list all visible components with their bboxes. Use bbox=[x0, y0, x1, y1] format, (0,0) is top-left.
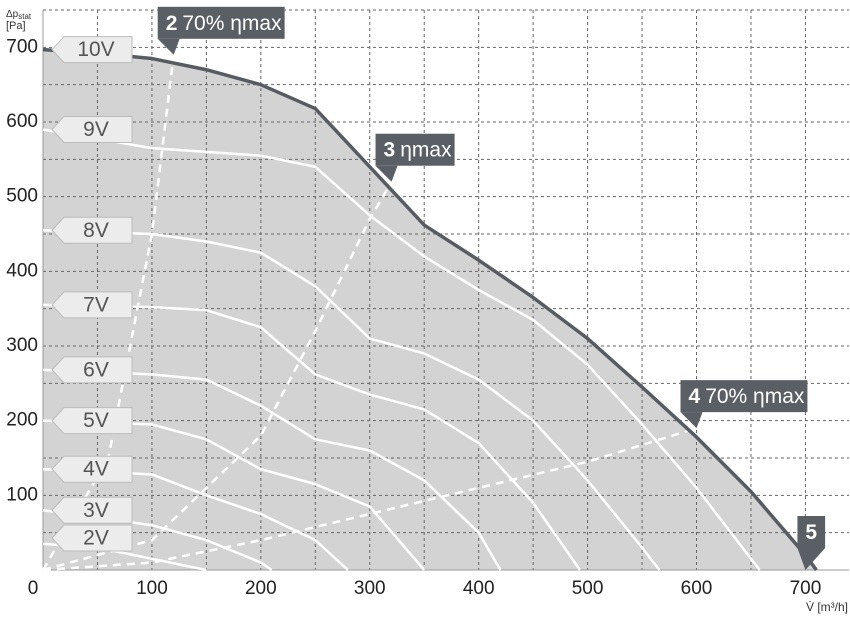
y-tick-label: 700 bbox=[6, 36, 38, 57]
voltage-tag: 2V bbox=[51, 524, 133, 552]
annotation-pointer bbox=[680, 412, 703, 429]
x-tick-label: 600 bbox=[681, 578, 713, 599]
fan-curve bbox=[42, 419, 426, 571]
tag-label: 3V bbox=[83, 499, 109, 522]
annotation-pointer bbox=[797, 548, 826, 570]
x-tick-label: 300 bbox=[354, 578, 386, 599]
tag-label: 9V bbox=[83, 118, 109, 141]
y-axis-unit: [Pa] bbox=[6, 20, 26, 32]
annotation-number: 2 bbox=[166, 11, 178, 34]
voltage-tag: 7V bbox=[51, 291, 133, 319]
y-label-main: Δp bbox=[6, 9, 19, 20]
fan-curve bbox=[42, 303, 581, 571]
tag-label: 8V bbox=[83, 219, 109, 242]
tag-label: 7V bbox=[83, 293, 109, 316]
annotation-box bbox=[680, 380, 808, 413]
annotation-label: 70% ηmax bbox=[705, 385, 805, 408]
tag-shape bbox=[51, 216, 133, 244]
annotation: 5 bbox=[797, 516, 826, 570]
tag-shape bbox=[51, 524, 133, 552]
annotation-box bbox=[375, 133, 455, 166]
annotation: 2 70% ηmax bbox=[157, 6, 285, 55]
annotation: 3 ηmax bbox=[375, 133, 455, 182]
y-tick-label: 500 bbox=[6, 186, 38, 207]
tag-shape bbox=[51, 407, 133, 435]
tag-label: 4V bbox=[83, 458, 109, 481]
voltage-tag: 5V bbox=[51, 407, 133, 435]
x-tick-label: 100 bbox=[136, 578, 168, 599]
annotation-number: 3 bbox=[384, 138, 396, 161]
voltage-tag: 3V bbox=[51, 496, 133, 524]
tag-shape bbox=[51, 291, 133, 319]
y-tick-label: 600 bbox=[6, 111, 38, 132]
x-tick-label: 500 bbox=[572, 578, 604, 599]
voltage-tag: 6V bbox=[51, 356, 133, 384]
fan-curve bbox=[42, 128, 761, 571]
tag-label: 10V bbox=[77, 38, 114, 61]
y-axis-label: Δpstat bbox=[6, 9, 32, 21]
x-tick-label: 400 bbox=[463, 578, 495, 599]
voltage-tag: 9V bbox=[51, 115, 133, 143]
efficiency-line bbox=[41, 54, 175, 571]
annotation-pointer bbox=[375, 165, 398, 182]
tag-label: 5V bbox=[83, 409, 109, 432]
tag-label: 6V bbox=[83, 358, 109, 381]
annotation-box bbox=[797, 516, 826, 548]
annotation-label: 70% ηmax bbox=[182, 11, 282, 34]
y-tick-label: 100 bbox=[6, 484, 38, 505]
fan-curve bbox=[42, 467, 349, 571]
x-tick-label: 200 bbox=[245, 578, 277, 599]
annotation-pointer bbox=[157, 38, 180, 55]
voltage-tag: 10V bbox=[51, 36, 133, 64]
voltage-tag: 4V bbox=[51, 455, 133, 483]
tag-shape bbox=[51, 496, 133, 524]
efficiency-line bbox=[42, 181, 393, 572]
fan-curve bbox=[42, 368, 502, 571]
annotation-label: ηmax bbox=[400, 138, 452, 161]
annotation-text: 3 ηmax bbox=[384, 138, 453, 161]
y-label-sub: stat bbox=[18, 12, 32, 21]
tag-shape bbox=[51, 356, 133, 384]
x-tick-label: 700 bbox=[790, 578, 822, 599]
y-tick-label: 400 bbox=[6, 260, 38, 281]
annotation-box bbox=[157, 6, 285, 39]
annotation-text: 2 70% ηmax bbox=[166, 11, 282, 34]
tag-shape bbox=[51, 455, 133, 483]
tag-shape bbox=[51, 115, 133, 143]
annotation: 4 70% ηmax bbox=[680, 380, 808, 429]
voltage-tag: 8V bbox=[51, 216, 133, 244]
tag-label: 2V bbox=[83, 527, 109, 550]
y-tick-label: 300 bbox=[6, 335, 38, 356]
x-tick-label: 0 bbox=[28, 578, 39, 599]
fan-curve bbox=[42, 47, 818, 572]
annotation-number: 4 bbox=[689, 385, 701, 408]
operating-area bbox=[43, 49, 817, 570]
annotation-number: 5 bbox=[805, 521, 817, 544]
y-tick-label: 200 bbox=[6, 410, 38, 431]
x-axis-label: V̇ [m³/h] bbox=[806, 600, 848, 614]
tag-shape bbox=[51, 36, 133, 64]
annotation-text: 4 70% ηmax bbox=[689, 385, 805, 408]
fan-curve bbox=[42, 229, 661, 571]
annotation-text: 5 bbox=[805, 521, 817, 544]
